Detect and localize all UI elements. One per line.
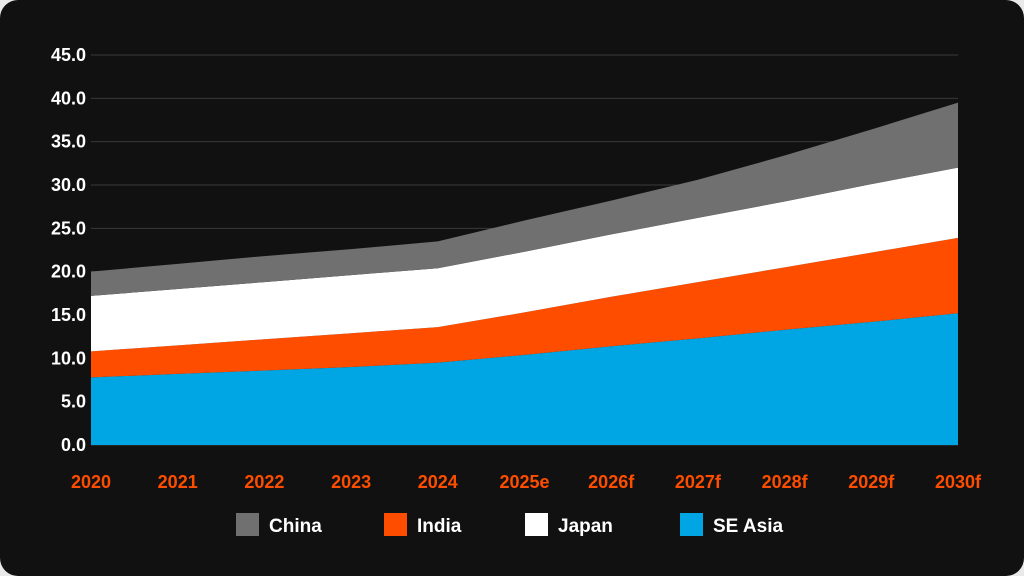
x-tick-label: 2024	[418, 472, 458, 492]
x-tick-label: 2028f	[762, 472, 809, 492]
x-tick-label: 2020	[71, 472, 111, 492]
y-tick-label: 30.0	[51, 175, 86, 195]
x-tick-label: 2021	[158, 472, 198, 492]
area-se-asia	[91, 313, 958, 445]
area-china	[91, 102, 958, 296]
legend-swatch-se-asia	[680, 513, 703, 536]
x-tick-label: 2026f	[588, 472, 635, 492]
legend-label: China	[269, 516, 322, 537]
y-tick-label: 35.0	[51, 132, 86, 152]
legend-label: SE Asia	[713, 516, 783, 537]
legend-swatch-japan	[525, 513, 548, 536]
x-tick-label: 2029f	[848, 472, 895, 492]
x-tick-label: 2023	[331, 472, 371, 492]
y-tick-label: 25.0	[51, 218, 86, 238]
y-tick-label: 5.0	[61, 392, 86, 412]
legend-swatch-india	[384, 513, 407, 536]
y-tick-label: 40.0	[51, 88, 86, 108]
y-tick-label: 0.0	[61, 435, 86, 455]
x-tick-label: 2030f	[935, 472, 982, 492]
legend-label: Japan	[558, 516, 613, 537]
y-tick-label: 20.0	[51, 262, 86, 282]
area-india	[91, 237, 958, 378]
x-tick-label: 2022	[244, 472, 284, 492]
x-tick-label: 2027f	[675, 472, 722, 492]
y-tick-label: 10.0	[51, 348, 86, 368]
y-tick-label: 15.0	[51, 305, 86, 325]
x-tick-label: 2025e	[499, 472, 549, 492]
legend-swatch-china	[236, 513, 259, 536]
y-tick-label: 45.0	[51, 45, 86, 65]
legend-label: India	[417, 516, 462, 537]
area-japan	[91, 167, 958, 352]
